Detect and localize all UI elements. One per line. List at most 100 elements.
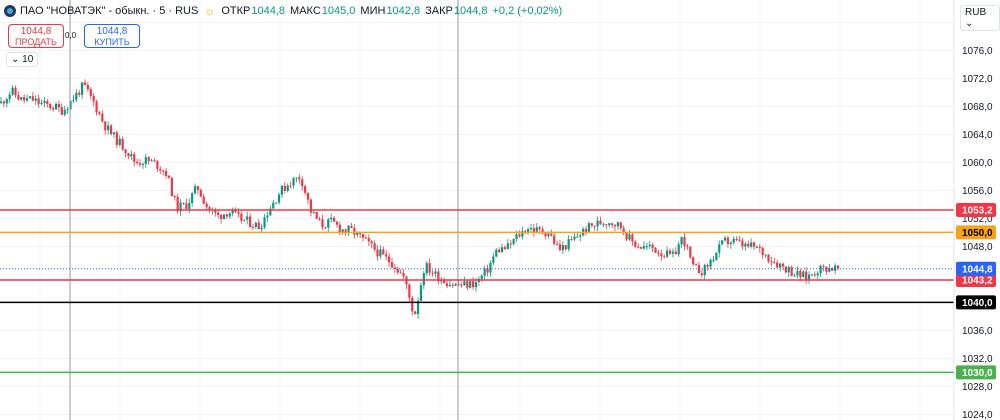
candle-body [191,193,194,204]
candle-body [20,97,23,100]
candle-body [364,237,368,239]
y-tick-label: 1048,0 [962,242,993,253]
candle-body [689,246,692,258]
candle-body [60,107,63,115]
candle-body [153,160,156,162]
candle-body [555,243,559,245]
candle-body [527,229,530,234]
candle-body [80,82,84,95]
candle-body [54,104,58,110]
candle-body [660,253,663,257]
candle-body [387,256,391,263]
candle-body [52,108,55,110]
candle-body [266,215,269,218]
candle-body [396,268,399,273]
candle-body [361,234,365,238]
candle-body [324,227,327,229]
candle-body [176,196,179,212]
candle-body [550,233,553,236]
candle-body [275,202,278,204]
candle-body [280,185,284,195]
candle-body [414,311,417,315]
candle-body [752,242,756,247]
candle-body [495,249,498,257]
price-badge[interactable] [956,225,996,240]
sell-button[interactable]: 1044,8 ПРОДАТЬ [8,24,64,48]
candle-body [173,196,176,198]
price-badge-label: 1050,0 [962,228,993,239]
candle-body [185,203,188,210]
candle-body [709,259,712,267]
y-tick-label: 1036,0 [962,326,993,337]
price-badge[interactable] [956,203,996,217]
buy-price: 1044,8 [96,26,128,37]
candle-body [451,284,454,286]
candle-body [260,227,263,230]
candle-body [86,84,89,90]
candle-body [437,271,440,282]
candle-body [593,225,596,227]
candle-body [199,189,202,197]
candle-body [8,94,11,100]
candle-body [214,209,217,213]
y-tick-label: 1032,0 [962,354,993,365]
candle-body [144,157,147,164]
candle-body [631,234,634,242]
candle-body [831,268,834,271]
candle-body [599,220,602,225]
currency-button[interactable]: RUB ⌄ [960,5,1000,31]
candle-body [761,247,764,256]
candle-body [335,221,339,225]
price-badge-label: 1030,0 [962,368,993,379]
price-badge[interactable] [956,295,996,310]
candle-body [205,203,208,208]
candle-body [28,96,32,99]
candle-body [196,186,200,190]
candle-body [272,202,275,209]
candle-body [747,243,750,247]
candle-body [723,237,727,241]
price-badge-label: 1044,8 [962,264,993,275]
candle-body [492,256,495,263]
candle-body [521,231,524,237]
candle-body [712,259,715,261]
candle-body [306,192,310,200]
candle-body [686,245,689,247]
interval-toggle[interactable]: ⌄ 10 [6,52,39,67]
candle-body [373,243,376,250]
price-badge[interactable] [956,261,996,276]
candle-body [411,297,414,312]
candle-body [390,262,394,268]
candle-body [202,196,205,204]
candle-body [718,244,721,253]
candle-body [367,238,370,242]
candle-body [167,175,171,178]
candle-body [141,163,145,165]
candle-body [610,223,614,225]
buy-button[interactable]: 1044,8 КУПИТЬ [84,24,140,48]
symbol-title[interactable]: ПАО "НОВАТЭК" - обыкн. · 5 · RUS [20,5,199,17]
candle-body [246,216,249,220]
candle-body [121,138,124,150]
candle-body [602,224,605,226]
candle-body [130,154,133,157]
sell-price: 1044,8 [20,26,52,37]
candle-body [790,267,793,276]
price-badge[interactable] [956,365,996,380]
candle-body [666,250,669,257]
sun-icon: ☼ [204,4,216,18]
candle-body [193,186,197,194]
candle-body [162,170,165,172]
candle-body [101,113,104,122]
candle-body [254,222,257,228]
candle-body [370,241,373,244]
candle-body [570,239,573,241]
price-badge[interactable] [956,273,996,287]
candle-body [535,227,538,232]
candle-body [445,283,449,287]
candle-body [425,263,428,274]
candle-body [529,228,533,230]
candle-body [338,224,341,233]
candle-body [469,281,472,288]
